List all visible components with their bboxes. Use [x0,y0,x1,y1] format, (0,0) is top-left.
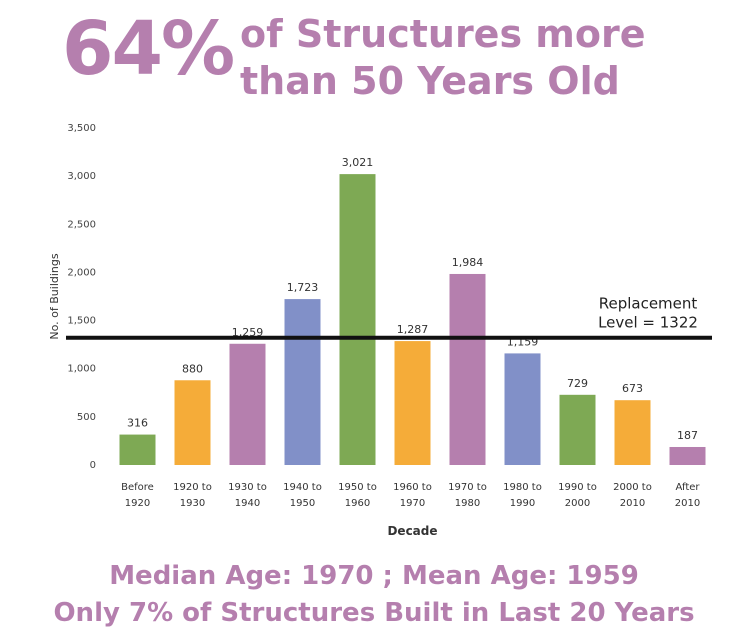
bar [284,299,321,465]
y-tick-label: 1,500 [67,316,96,327]
bar [174,380,211,465]
x-tick-label: 1980 to [503,482,542,493]
bar-value-label: 187 [677,429,698,442]
y-tick-label: 3,500 [67,123,96,134]
x-tick-label: 1970 to [448,482,487,493]
x-tick-label: 1990 to [558,482,597,493]
bar [559,394,596,465]
y-axis-title: No. of Buildings [48,253,61,339]
x-tick-label: 2000 [565,498,590,509]
x-tick-label: 2000 to [613,482,652,493]
x-tick-label: 1950 to [338,482,377,493]
bar-value-label: 729 [567,377,588,390]
x-tick-label: Before [121,482,154,493]
y-tick-label: 3,000 [67,171,96,182]
bar-value-label: 1,723 [287,281,319,294]
y-axis: 0 500 1,000 1,500 2,000 2,500 3,000 3,500 [67,123,96,471]
y-tick-label: 2,000 [67,267,96,278]
x-tick-label: 1990 [510,498,535,509]
x-tick-label: 1920 to [173,482,212,493]
bar-value-label: 1,984 [452,256,484,269]
x-tick-label: 1960 to [393,482,432,493]
bar-chart: 0 500 1,000 1,500 2,000 2,500 3,000 3,500 316 88… [48,123,712,538]
bars [119,174,706,465]
footer-recent-share: Only 7% of Structures Built in Last 20 Y… [53,598,695,628]
bar [229,343,266,465]
bar [119,434,156,465]
x-tick-label: 2010 [620,498,645,509]
x-tick-label: 1970 [400,498,425,509]
bar-value-label: 1,259 [232,326,264,339]
bar-value-label: 880 [182,362,203,375]
replacement-level-label-line-2: Level = 1322 [598,314,698,332]
bar-value-label: 3,021 [342,156,374,169]
y-tick-label: 1,000 [67,364,96,375]
x-tick-label: 1960 [345,498,370,509]
x-tick-label: After [675,482,700,493]
footer-median-mean: Median Age: 1970 ; Mean Age: 1959 [109,561,639,591]
x-tick-label: 1930 [180,498,205,509]
y-tick-label: 2,500 [67,219,96,230]
x-tick-label: 1920 [125,498,150,509]
bar [394,341,431,465]
headline-line-2: than 50 Years Old [240,59,620,103]
headline-percent: 64% [62,6,235,92]
bar [614,400,651,465]
x-tick-label: 1930 to [228,482,267,493]
bar-value-label: 673 [622,382,643,395]
bar [669,446,706,465]
x-tick-label: 1940 [235,498,260,509]
x-tick-label: 1950 [290,498,315,509]
x-axis: Before 1920 1920 to 1930 1930 to 1940 1940 to 1… [121,482,700,509]
y-tick-label: 0 [90,460,96,471]
x-tick-label: 2010 [675,498,700,509]
bar [339,174,376,465]
replacement-level-label-line-1: Replacement [599,295,698,313]
y-tick-label: 500 [77,412,96,423]
x-axis-title: Decade [387,524,437,538]
bar-value-label: 316 [127,417,148,430]
x-tick-label: 1980 [455,498,480,509]
headline: 64% of Structures more than 50 Years Old [0,0,748,120]
bar-value-label: 1,287 [397,323,429,336]
headline-line-1: of Structures more [240,12,646,56]
bar [449,273,486,465]
bar [504,353,541,465]
x-tick-label: 1940 to [283,482,322,493]
